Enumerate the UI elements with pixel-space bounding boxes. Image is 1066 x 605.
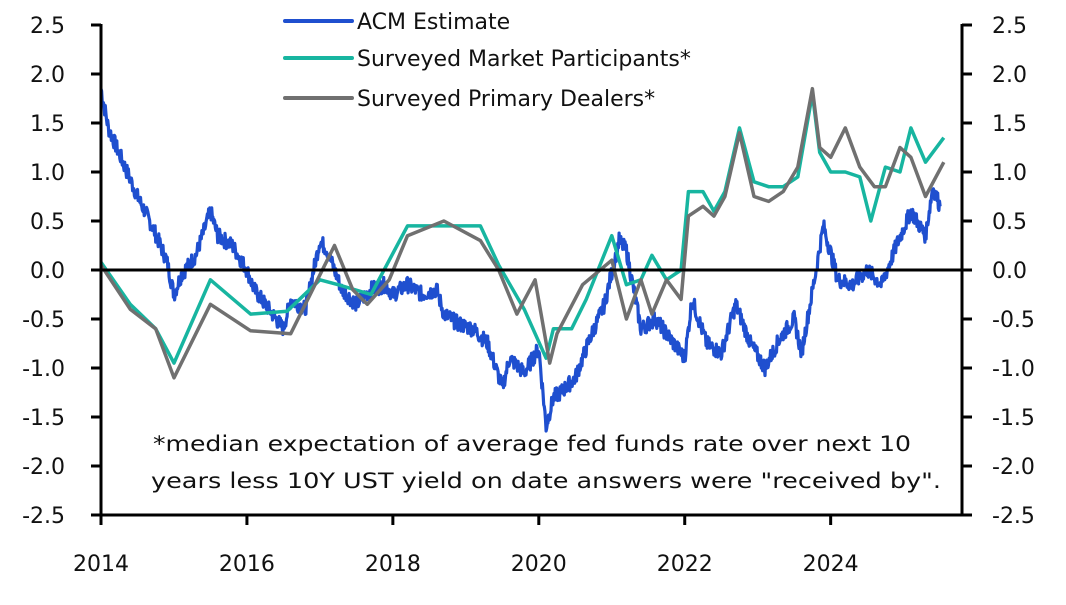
footnote-annotation: *median expectation of average fed funds… [151, 432, 941, 493]
left-y-tick-label: 2.0 [30, 63, 65, 88]
legend-item-primary-dealers: Surveyed Primary Dealers* [283, 87, 655, 112]
legend-label-market-participants: Surveyed Market Participants* [357, 47, 691, 72]
left-y-tick-label: 0.5 [30, 210, 65, 235]
legend-item-acm: ACM Estimate [283, 10, 510, 35]
footnote-line-2: years less 10Y UST yield on date answers… [151, 469, 941, 493]
x-tick-label: 2016 [219, 552, 275, 577]
series-line-surveyed-market-participants [99, 91, 946, 365]
left-y-tick-label: -1.0 [22, 357, 65, 382]
x-tick-label: 2024 [803, 552, 859, 577]
left-y-tick-label: 2.5 [30, 14, 65, 39]
right-y-tick-label: -2.0 [992, 455, 1035, 480]
left-y-tick-label: 1.5 [30, 112, 65, 137]
left-y-tick-label: -2.0 [22, 455, 65, 480]
right-y-ticks: 2.5 2.0 1.5 1.0 0.5 0.0 -0.5 -1.0 -1.5 -2.0 -2.5 [962, 14, 1035, 529]
x-ticks: 2014 2016 2018 2020 2022 2024 [73, 515, 859, 577]
right-y-tick-label: 2.0 [992, 63, 1027, 88]
right-y-tick-label: 1.0 [992, 161, 1027, 186]
series-line-acm-estimate [99, 88, 942, 433]
right-y-tick-label: 0.0 [992, 259, 1027, 284]
x-tick-label: 2014 [73, 552, 129, 577]
left-y-tick-label: 0.0 [30, 259, 65, 284]
left-y-tick-label: -0.5 [22, 308, 65, 333]
x-tick-label: 2020 [511, 552, 567, 577]
right-y-tick-label: -2.5 [992, 504, 1035, 529]
legend-label-acm: ACM Estimate [357, 10, 510, 35]
right-y-tick-label: 2.5 [992, 14, 1027, 39]
series-layer [99, 86, 946, 433]
right-y-tick-label: -1.5 [992, 406, 1035, 431]
x-tick-label: 2018 [365, 552, 421, 577]
right-y-tick-label: -0.5 [992, 308, 1035, 333]
plot-area: 2.5 2.0 1.5 1.0 0.5 0.0 -0.5 -1.0 -1.5 -2.0 -2.5 2… [22, 14, 1035, 577]
x-tick-label: 2022 [657, 552, 713, 577]
left-y-tick-label: -1.5 [22, 406, 65, 431]
series-line-surveyed-primary-dealers [99, 86, 946, 380]
left-y-tick-label: 1.0 [30, 161, 65, 186]
right-y-tick-label: 1.5 [992, 112, 1027, 137]
legend-label-primary-dealers: Surveyed Primary Dealers* [357, 87, 655, 112]
right-y-tick-label: 0.5 [992, 210, 1027, 235]
footnote-line-1: *median expectation of average fed funds… [153, 432, 911, 456]
left-y-tick-label: -2.5 [22, 504, 65, 529]
right-y-tick-label: -1.0 [992, 357, 1035, 382]
legend: ACM Estimate Surveyed Market Participant… [283, 10, 691, 112]
legend-item-market-participants: Surveyed Market Participants* [283, 47, 691, 72]
left-y-ticks: 2.5 2.0 1.5 1.0 0.5 0.0 -0.5 -1.0 -1.5 -2.0 -2.5 [22, 14, 101, 529]
